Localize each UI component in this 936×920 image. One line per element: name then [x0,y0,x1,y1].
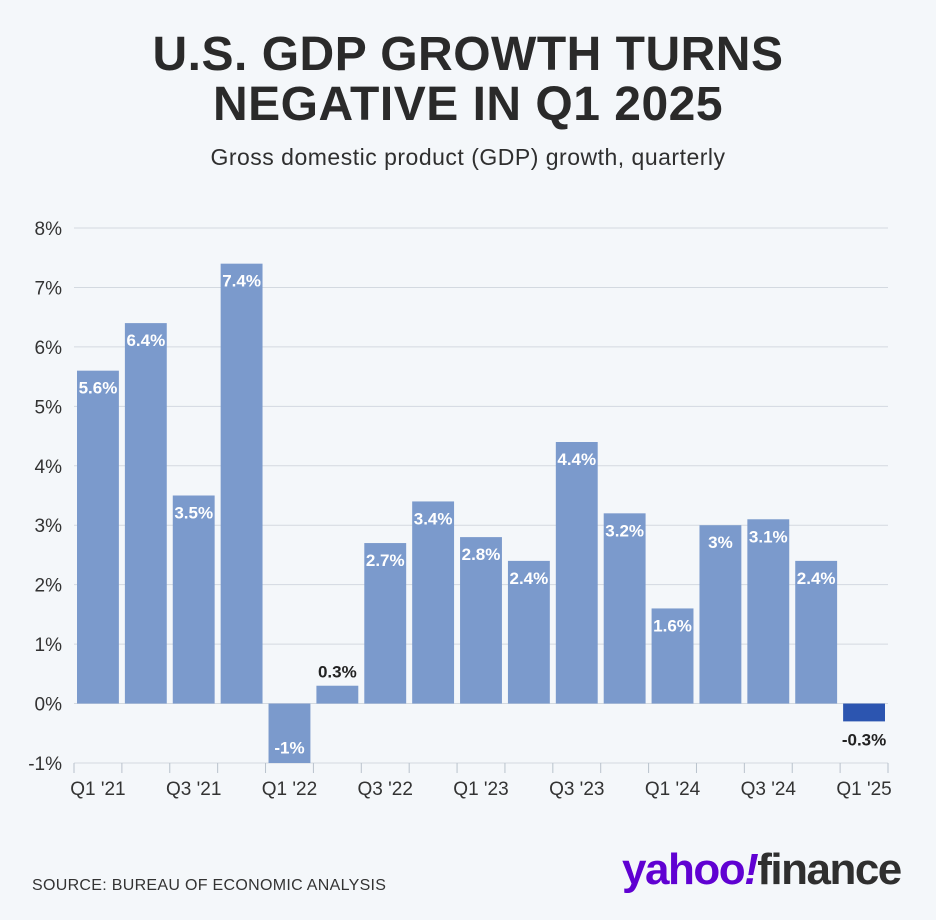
data-label: 3.4% [414,509,453,528]
x-tick-label: Q1 '23 [453,779,508,800]
y-tick-label: 4% [35,457,63,478]
bar [507,560,550,704]
y-tick-label: 3% [35,516,63,537]
data-label: 4.4% [557,450,596,469]
bar [843,703,885,722]
bar [77,370,119,704]
x-tick-label: Q3 '22 [358,779,413,800]
bar [220,263,263,704]
data-label: -1% [274,739,304,758]
x-tick-label: Q1 '21 [70,779,125,800]
chart-subtitle: Gross domestic product (GDP) growth, qua… [210,144,726,170]
logo-yahoo: yahoo [622,845,746,894]
data-label: 3.2% [605,521,644,540]
x-tick-label: Q1 '25 [836,779,891,800]
bar [172,495,215,704]
y-tick-label: 2% [35,576,63,597]
title-line-1: U.S. GDP GROWTH TURNS [152,28,784,81]
chart-title: U.S. GDP GROWTH TURNS NEGATIVE IN Q1 202… [0,30,936,130]
y-tick-label: 6% [35,338,63,359]
y-tick-label: 1% [35,635,63,656]
data-label: 2.7% [366,551,405,570]
logo-bang: ! [744,845,759,894]
bar [699,525,742,704]
bar [316,685,359,704]
bar [795,560,838,704]
data-label: 3.1% [749,527,788,546]
x-tick-label: Q3 '23 [549,779,604,800]
bar [747,519,790,704]
bar [603,513,646,704]
data-label: 5.6% [79,379,118,398]
x-tick-label: Q3 '21 [166,779,221,800]
yahoo-finance-logo: yahoo!finance [622,845,902,895]
data-label: 3% [708,533,733,552]
source-note: SOURCE: BUREAU OF ECONOMIC ANALYSIS [32,877,387,894]
bar [124,323,167,704]
gdp-bar-chart: -1% 0% 1% 2% 3% 4% 5% 6% 7% 8% 5.6% 6.4% 3.5% 7.4% -1%… [28,219,892,800]
x-tick-label: Q3 '24 [741,779,797,800]
data-label: -0.3% [842,731,886,750]
data-label: 2.4% [510,569,549,588]
data-label: 1.6% [653,616,692,635]
y-tick-label: 7% [35,278,63,299]
data-label: 3.5% [174,504,213,523]
y-tick-label: 8% [35,219,63,240]
logo-finance: finance [757,845,902,894]
bar [460,537,502,704]
bar [555,442,598,704]
x-tick-label: Q1 '24 [645,779,701,800]
bar [364,543,407,704]
data-label: 2.8% [462,545,501,564]
title-line-2: NEGATIVE IN Q1 2025 [212,78,724,131]
bar [268,703,311,763]
data-label: 7.4% [222,272,261,291]
data-label: 6.4% [126,331,165,350]
y-tick-label: 5% [35,397,63,418]
x-tick-label: Q1 '22 [262,779,317,800]
y-tick-label: 0% [35,695,63,716]
data-label: 0.3% [318,663,357,682]
y-tick-label: -1% [28,754,62,775]
bar [651,608,694,704]
bar [412,501,455,704]
data-label: 2.4% [797,569,836,588]
